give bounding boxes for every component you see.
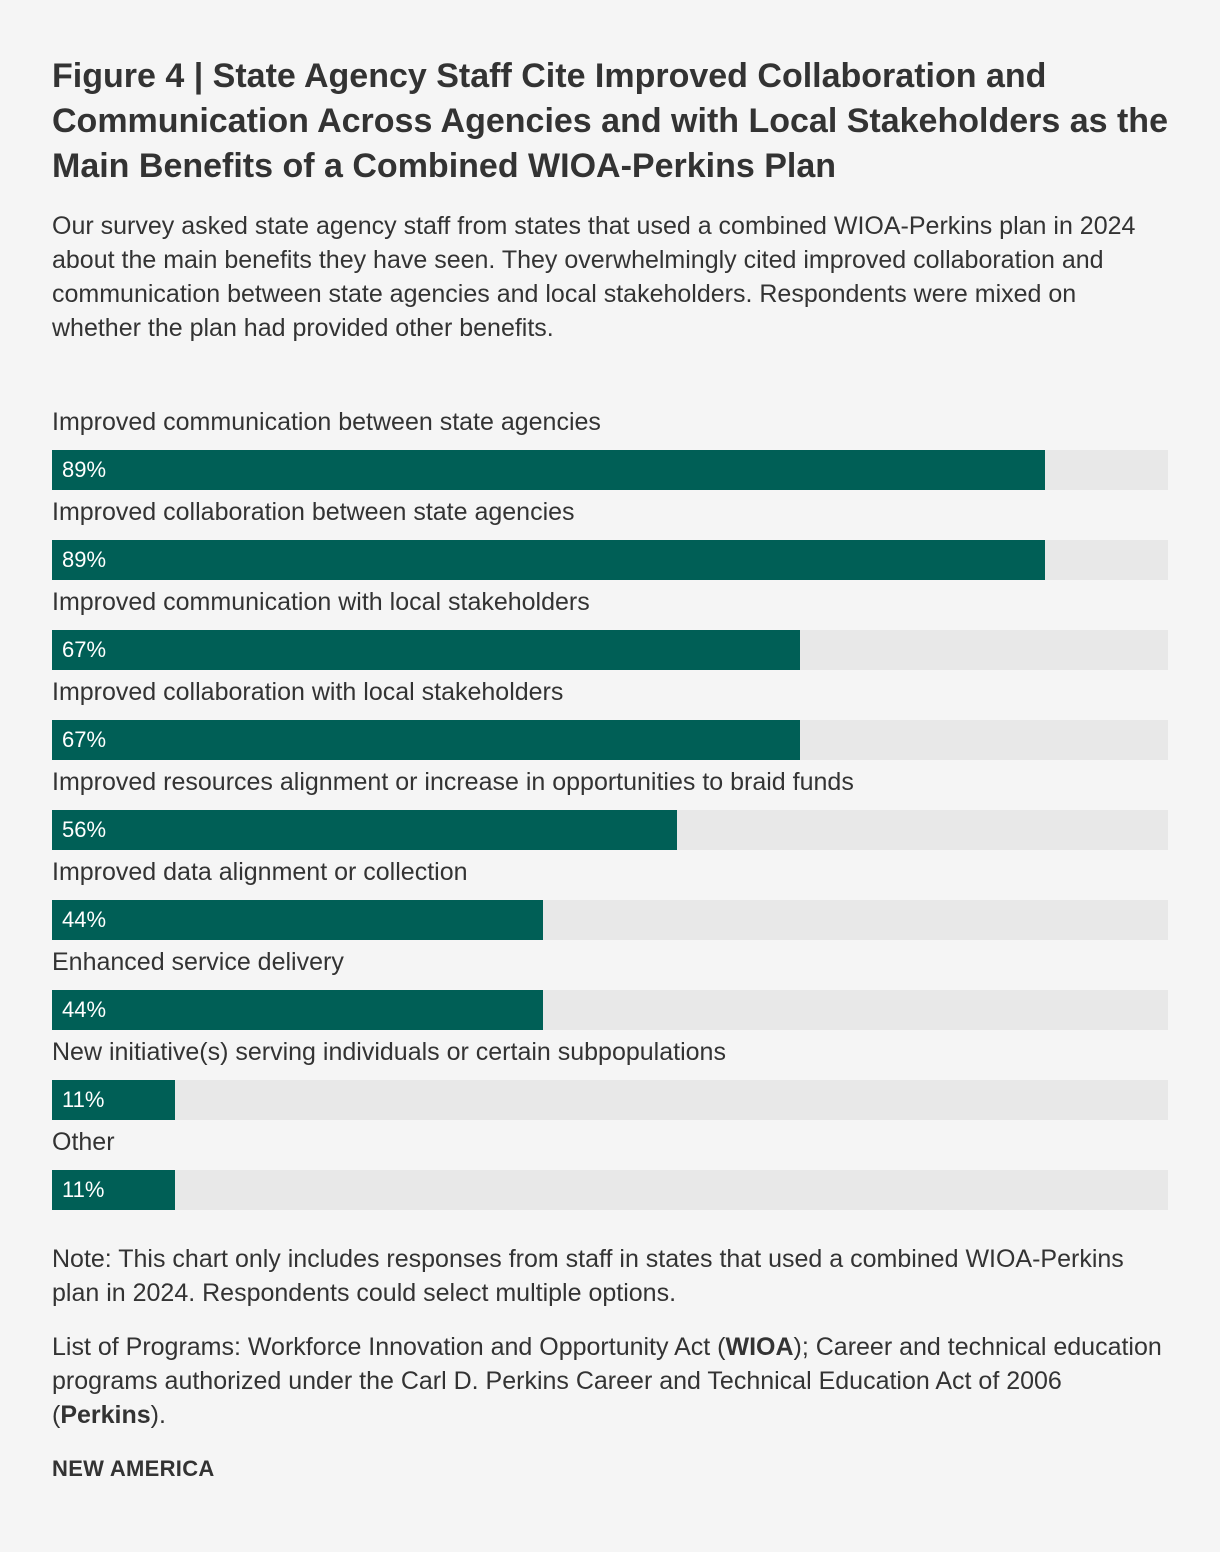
category-label: Other [52,1128,115,1156]
figure-title: Figure 4 | State Agency Staff Cite Impro… [52,57,1168,185]
bar: 67% [52,630,800,670]
category-label: Improved communication between state age… [52,408,601,436]
chart-note: Note: This chart only includes responses… [52,1245,1124,1307]
bar-value-label: 11% [62,1087,105,1112]
category-label: Improved data alignment or collection [52,858,468,886]
bar-row: Improved communication between state age… [52,404,1168,494]
bar-row: Improved communication with local stakeh… [52,584,1168,674]
bar-value-label: 89% [62,547,107,572]
bar-row: New initiative(s) serving individuals or… [52,1034,1168,1124]
category-label: Enhanced service delivery [52,948,344,976]
bar: 89% [52,540,1045,580]
bar: 11% [52,1080,175,1120]
bar-value-label: 67% [62,637,107,662]
programs-prefix: List of Programs: Workforce Innovation a… [52,1333,726,1361]
bar-row: Improved data alignment or collection 44% [52,854,1168,944]
bar-value-label: 67% [62,727,107,752]
bar: 44% [52,900,543,940]
programs-wioa-abbrev: WIOA [725,1333,794,1361]
horizontal-bar-chart: Improved communication between state age… [52,404,1168,1214]
figure-subtitle: Our survey asked state agency staff from… [52,212,1136,342]
programs-suffix: ). [150,1401,166,1429]
bar-value-label: 44% [62,997,107,1022]
programs-list: List of Programs: Workforce Innovation a… [52,1330,1168,1432]
bar: 56% [52,810,677,850]
programs-middle: ); Career and technical education progra… [52,1333,1162,1429]
bar-value-label: 56% [62,817,107,842]
bar-track: 89% [52,540,1168,580]
bar-track: 67% [52,630,1168,670]
bar-track: 11% [52,1080,1168,1120]
notes-section: Note: This chart only includes responses… [52,1242,1168,1484]
category-label: Improved communication with local stakeh… [52,588,590,616]
bar: 44% [52,990,543,1030]
category-label: Improved collaboration between state age… [52,498,575,526]
bar-row: Improved collaboration between state age… [52,494,1168,584]
bar-track: 67% [52,720,1168,760]
bar-value-label: 89% [62,457,107,482]
bar-track: 56% [52,810,1168,850]
bar-track: 44% [52,990,1168,1030]
bar-value-label: 44% [62,907,107,932]
bar-track: 11% [52,1170,1168,1210]
bar-track: 89% [52,450,1168,490]
brand-logo-text: NEW AMERICA [52,1456,215,1481]
bar-row: Enhanced service delivery 44% [52,944,1168,1034]
category-label: New initiative(s) serving individuals or… [52,1038,726,1066]
bar-track: 44% [52,900,1168,940]
category-label: Improved collaboration with local stakeh… [52,678,564,706]
bar-row: Improved collaboration with local stakeh… [52,674,1168,764]
bar-row: Improved resources alignment or increase… [52,764,1168,854]
bar-row: Other 11% [52,1124,1168,1214]
programs-perkins-abbrev: Perkins [60,1401,151,1429]
bar: 89% [52,450,1045,490]
bar: 67% [52,720,800,760]
category-label: Improved resources alignment or increase… [52,768,854,796]
bar-value-label: 11% [62,1177,105,1202]
bar: 11% [52,1170,175,1210]
